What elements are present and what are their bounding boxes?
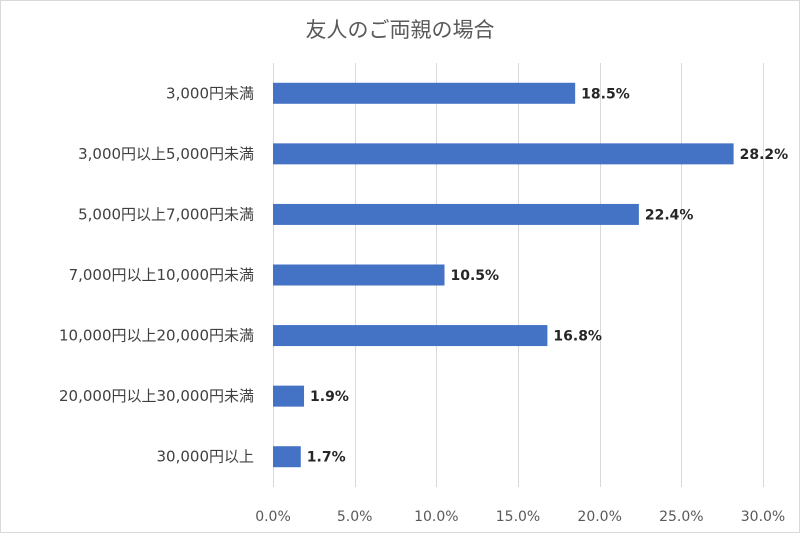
x-tick-label: 0.0% <box>255 509 291 525</box>
category-labels: 3,000円未満 3,000円以上5,000円未満 5,000円以上7,000円未満… <box>59 84 254 465</box>
x-tick-label: 25.0% <box>659 509 703 525</box>
bar <box>273 446 301 468</box>
gridlines <box>273 63 764 487</box>
bar <box>273 325 548 347</box>
x-tick-label: 10.0% <box>414 509 458 525</box>
data-label: 1.7% <box>307 450 346 466</box>
bar <box>273 203 639 225</box>
bar <box>273 385 305 407</box>
x-tick-label: 20.0% <box>577 509 621 525</box>
data-label: 10.5% <box>451 268 500 284</box>
category-label: 10,000円以上20,000円未満 <box>59 327 254 345</box>
x-tick-label: 15.0% <box>496 509 540 525</box>
category-label: 5,000円以上7,000円未満 <box>78 205 254 223</box>
x-axis-tick-labels: 0.0% 5.0% 10.0% 15.0% 20.0% 25.0% 30.0% <box>255 509 785 525</box>
data-labels: 18.5% 28.2% 22.4% 10.5% 16.8% 1.9% 1.7% <box>307 86 788 465</box>
data-label: 18.5% <box>581 86 630 102</box>
bar <box>273 82 576 104</box>
bar <box>273 143 734 165</box>
data-label: 16.8% <box>553 329 602 345</box>
bars <box>273 82 734 468</box>
x-tick-label: 30.0% <box>741 509 785 525</box>
category-label: 30,000円以上 <box>157 448 255 466</box>
category-label: 3,000円未満 <box>166 84 254 102</box>
data-label: 28.2% <box>740 147 789 163</box>
category-label: 3,000円以上5,000円未満 <box>78 145 254 163</box>
category-label: 7,000円以上10,000円未満 <box>69 266 254 284</box>
bar <box>273 264 445 286</box>
category-label: 20,000円以上30,000円未満 <box>59 387 254 405</box>
data-label: 1.9% <box>310 389 349 405</box>
x-tick-label: 5.0% <box>337 509 373 525</box>
chart-title: 友人のご両親の場合 <box>306 18 495 42</box>
data-label: 22.4% <box>645 207 694 223</box>
